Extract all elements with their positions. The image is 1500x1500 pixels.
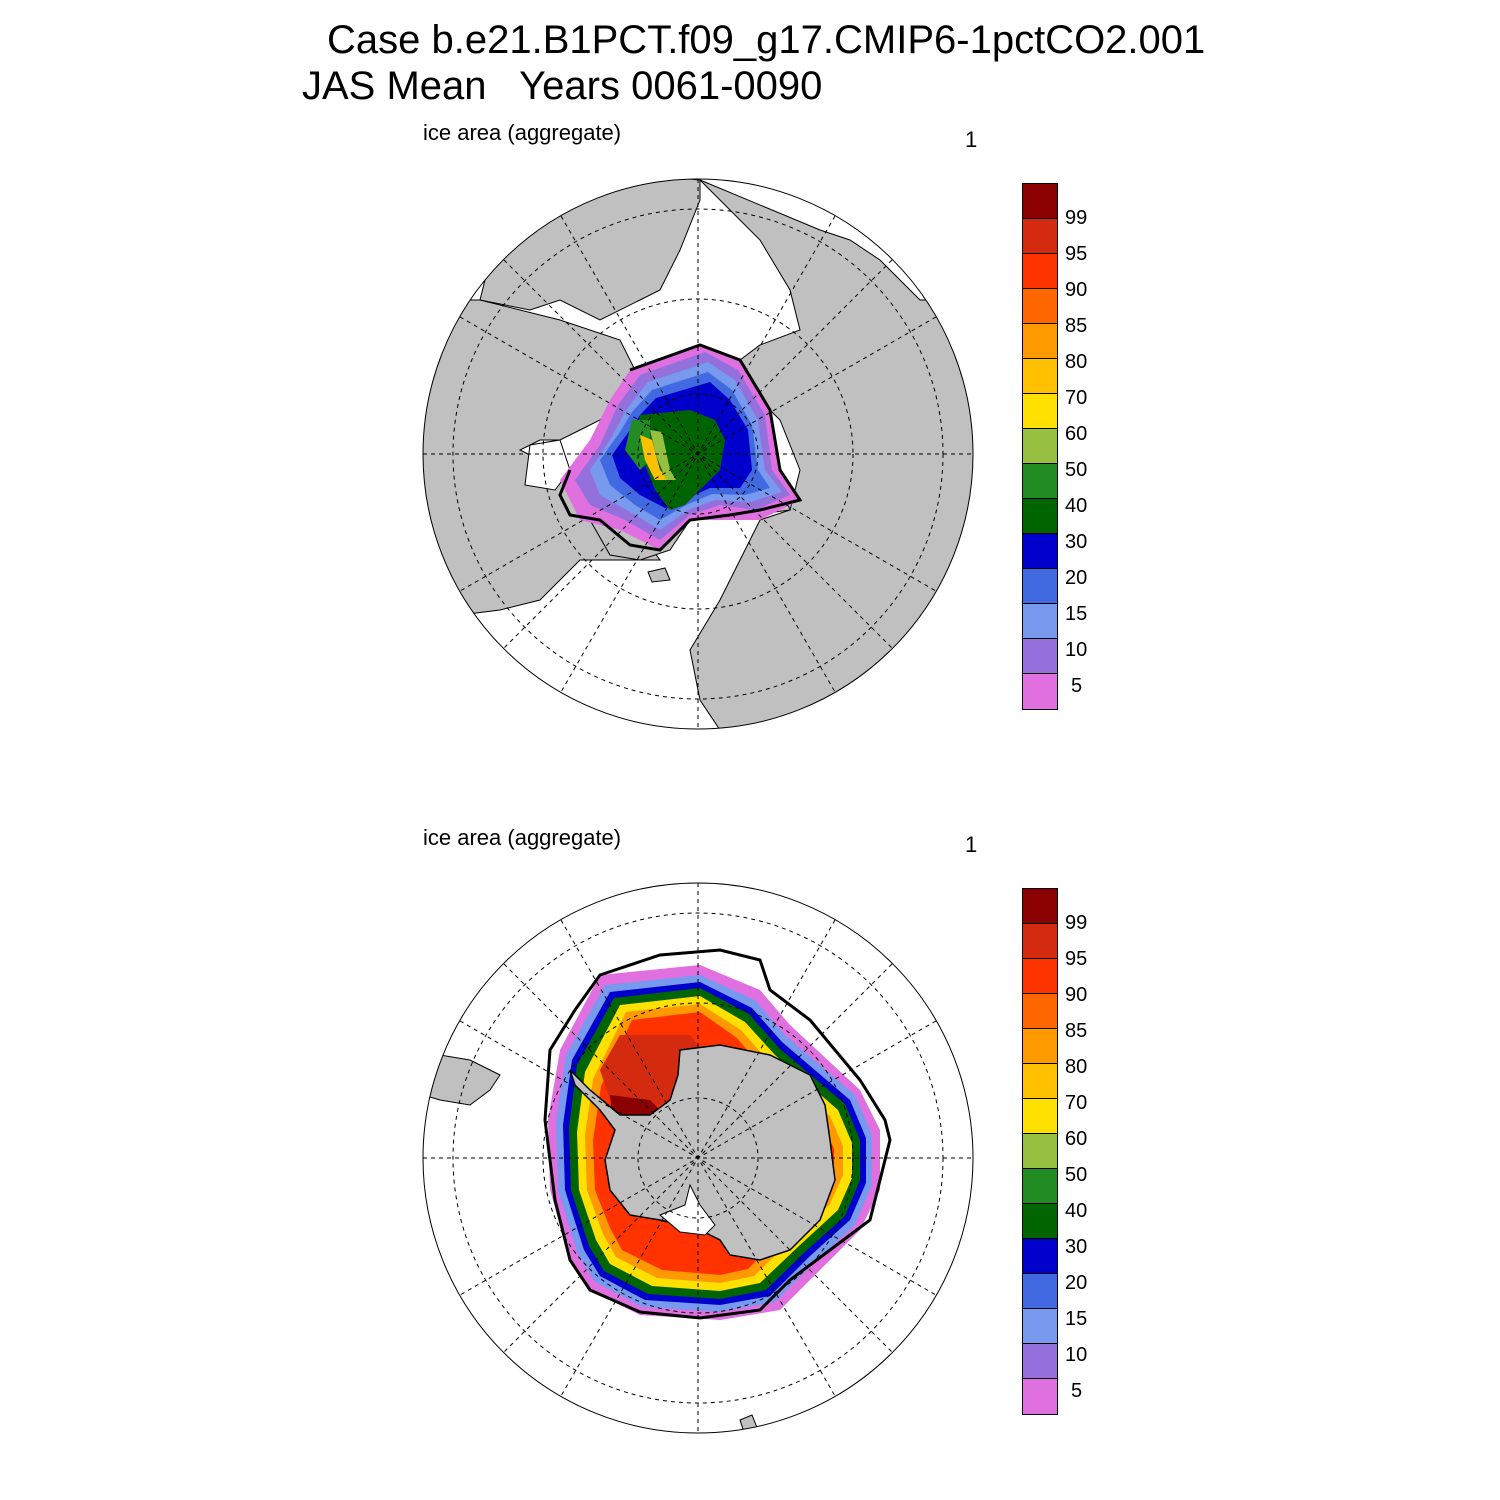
colorbar-swatch	[1023, 1379, 1057, 1414]
panel-label-south: ice area (aggregate)	[423, 825, 622, 850]
colorbar-swatch	[1023, 1169, 1057, 1204]
colorbar-label: 60	[1065, 1128, 1088, 1150]
panel-number-south: 1	[965, 832, 978, 857]
sea-ice-70	[640, 435, 670, 480]
colorbar-label: 5	[1071, 1380, 1083, 1402]
colorbar-swatch	[1023, 994, 1057, 1029]
colorbar-north	[1022, 183, 1058, 710]
colorbar-swatch	[1023, 1204, 1057, 1239]
colorbar-label: 95	[1065, 243, 1088, 265]
colorbar-label: 30	[1065, 1236, 1088, 1258]
colorbar-label: 90	[1065, 984, 1088, 1006]
colorbar-swatch	[1023, 1274, 1057, 1309]
colorbar-label: 99	[1065, 912, 1088, 934]
colorbar-label: 15	[1065, 603, 1088, 625]
colorbar-swatch	[1023, 569, 1057, 604]
south-polar-map	[422, 882, 974, 1434]
panel-number-north: 1	[965, 127, 978, 152]
colorbar-label: 10	[1065, 639, 1088, 661]
colorbar-swatch	[1023, 219, 1057, 254]
colorbar-swatch	[1023, 394, 1057, 429]
colorbar-swatch	[1023, 604, 1057, 639]
colorbar-swatch	[1023, 359, 1057, 394]
colorbar-label: 70	[1065, 387, 1088, 409]
colorbar-label: 50	[1065, 1164, 1088, 1186]
land-antarctica	[569, 1044, 836, 1261]
colorbar-swatch	[1023, 1239, 1057, 1274]
figure-title-period: JAS Mean Years 0061-0090	[302, 64, 823, 108]
colorbar-swatch	[1023, 464, 1057, 499]
land-iceland	[647, 567, 671, 583]
colorbar-swatch	[1023, 959, 1057, 994]
colorbar-swatch	[1023, 1064, 1057, 1099]
colorbar-label: 30	[1065, 531, 1088, 553]
colorbar-swatch	[1023, 1309, 1057, 1344]
colorbar-swatch	[1023, 499, 1057, 534]
colorbar-label: 10	[1065, 1344, 1088, 1366]
colorbar-label: 85	[1065, 315, 1088, 337]
colorbar-swatch	[1023, 674, 1057, 709]
colorbar-swatch	[1023, 254, 1057, 289]
colorbar-south	[1022, 888, 1058, 1415]
colorbar-label: 99	[1065, 207, 1088, 229]
ice-extent-line-south	[543, 948, 892, 1320]
north-polar-map	[422, 178, 974, 730]
land-eurasia	[689, 179, 973, 729]
colorbar-label: 40	[1065, 495, 1088, 517]
sea-ice-60	[650, 430, 676, 480]
figure-title-case: Case b.e21.B1PCT.f09_g17.CMIP6-1pctCO2.0…	[327, 18, 1206, 62]
colorbar-swatch	[1023, 924, 1057, 959]
colorbar-swatch	[1023, 1099, 1057, 1134]
colorbar-swatch	[1023, 639, 1057, 674]
colorbar-swatch	[1023, 429, 1057, 464]
colorbar-swatch	[1023, 1029, 1057, 1064]
colorbar-label: 40	[1065, 1200, 1088, 1222]
colorbar-swatch	[1023, 889, 1057, 924]
colorbar-swatch	[1023, 324, 1057, 359]
colorbar-label: 15	[1065, 1308, 1088, 1330]
colorbar-label: 50	[1065, 459, 1088, 481]
sea-ice-50	[625, 420, 650, 470]
colorbar-label: 5	[1071, 675, 1083, 697]
colorbar-label: 85	[1065, 1020, 1088, 1042]
ice-extent-line-north	[558, 343, 803, 552]
colorbar-swatch	[1023, 289, 1057, 324]
colorbar-label: 80	[1065, 351, 1088, 373]
colorbar-swatch	[1023, 1344, 1057, 1379]
colorbar-label: 95	[1065, 948, 1088, 970]
colorbar-label: 90	[1065, 279, 1088, 301]
colorbar-swatch	[1023, 534, 1057, 569]
colorbar-label: 20	[1065, 1272, 1088, 1294]
colorbar-swatch	[1023, 1134, 1057, 1169]
colorbar-label: 60	[1065, 423, 1088, 445]
colorbar-label: 20	[1065, 567, 1088, 589]
colorbar-label: 70	[1065, 1092, 1088, 1114]
colorbar-label: 80	[1065, 1056, 1088, 1078]
colorbar-swatch	[1023, 184, 1057, 219]
panel-label-north: ice area (aggregate)	[423, 120, 622, 145]
